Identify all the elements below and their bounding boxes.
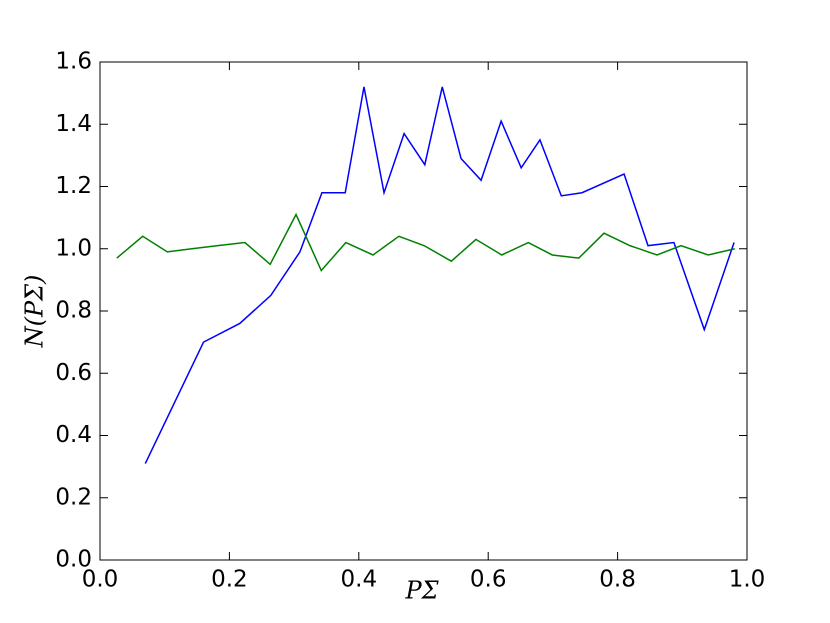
y-tick-label: 0.2: [55, 484, 92, 510]
y-tick-label: 1.4: [55, 111, 92, 137]
y-tick-label: 0.0: [55, 547, 92, 573]
y-tick-label: 1.6: [55, 49, 92, 75]
x-tick-label: 0.0: [82, 567, 119, 593]
y-axis-label: N(PΣ): [21, 275, 49, 349]
x-tick-label: 0.4: [341, 567, 378, 593]
x-tick-label: 0.2: [211, 567, 248, 593]
plot-frame: [99, 61, 748, 561]
x-axis-label: PΣ: [404, 577, 439, 605]
y-tick-label: 0.8: [55, 298, 92, 324]
y-tick-label: 0.6: [55, 360, 92, 386]
data-line: [116, 212, 735, 272]
y-tick-label: 1.0: [55, 235, 92, 261]
y-tick-label: 0.4: [55, 422, 92, 448]
x-tick-label: 0.6: [470, 567, 507, 593]
x-tick-label: 1.0: [729, 567, 766, 593]
data-line: [144, 86, 735, 464]
y-tick-label: 1.2: [55, 173, 92, 199]
x-tick-label: 0.8: [599, 567, 636, 593]
